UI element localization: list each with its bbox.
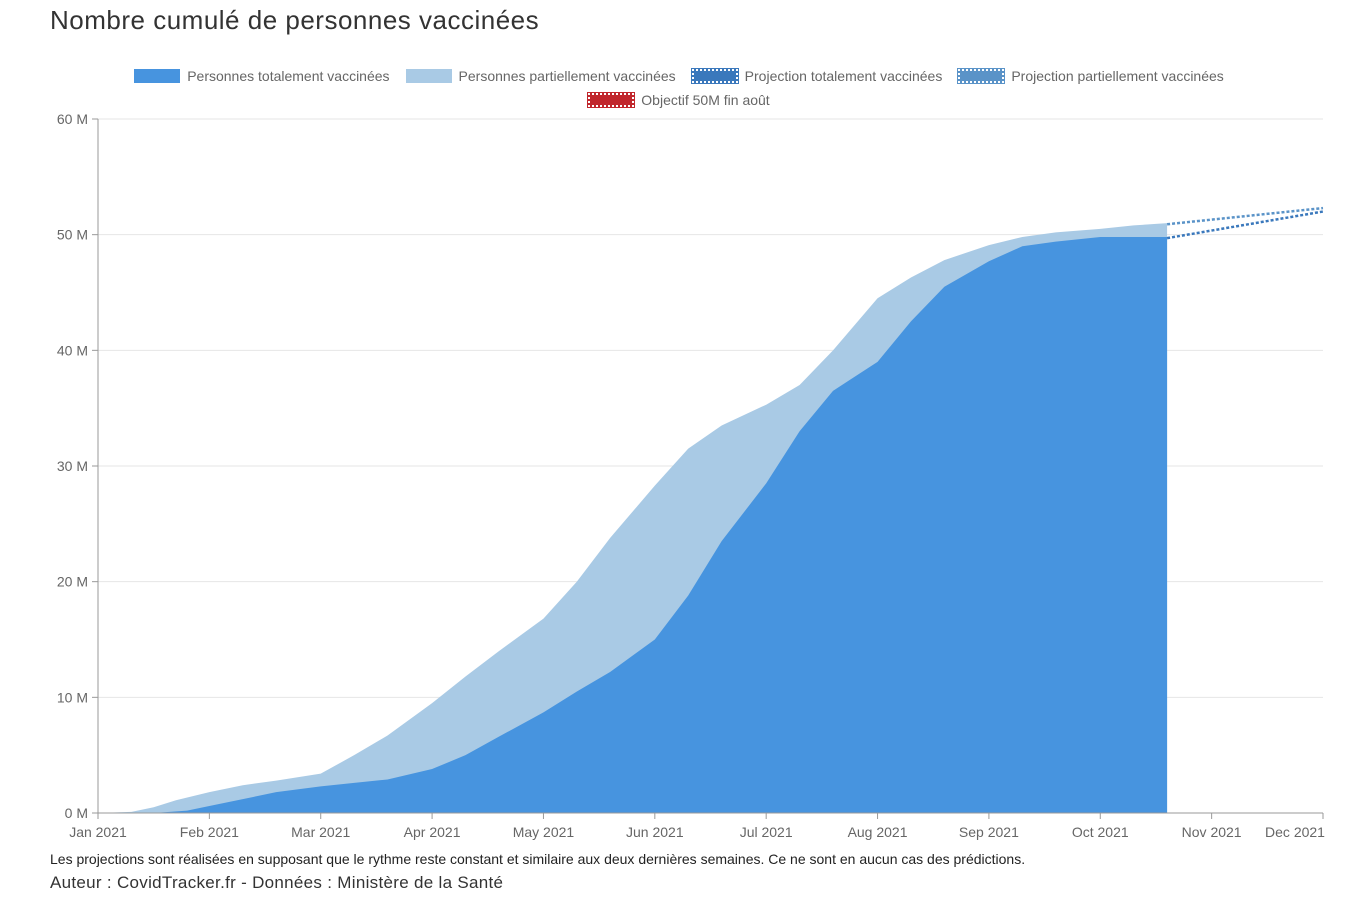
legend-swatch-fully-vaccinated	[134, 69, 181, 83]
y-tick-label: 30 M	[57, 458, 88, 474]
y-tick-label: 40 M	[57, 342, 88, 358]
y-tick-label: 20 M	[57, 574, 88, 590]
legend-swatch-projection-partially	[957, 68, 1006, 84]
projection-line-projection-partiellement-vaccin-es	[1166, 206, 1324, 226]
area-personnes-totalement-vaccin-es	[98, 236, 1168, 814]
chart-title: Nombre cumulé de personnes vaccinées	[50, 5, 540, 35]
legend-item-projection-fully[interactable]: Projection totalement vaccinées	[690, 68, 943, 84]
legend-label-partially-vaccinated: Personnes partiellement vaccinées	[458, 68, 676, 84]
x-tick-label: Jul 2021	[740, 824, 793, 840]
legend-swatch-projection-fully	[690, 68, 739, 84]
legend-item-fully-vaccinated[interactable]: Personnes totalement vaccinées	[134, 68, 390, 84]
x-tick-label: Sep 2021	[959, 824, 1019, 840]
legend-row-1: Personnes totalement vaccinées Personnes…	[0, 64, 1358, 88]
x-tick-label: Jan 2021	[69, 824, 127, 840]
x-tick-label: Mar 2021	[291, 824, 350, 840]
y-tick-label: 50 M	[57, 227, 88, 243]
legend-label-projection-fully: Projection totalement vaccinées	[744, 68, 943, 84]
x-tick-label: Aug 2021	[848, 824, 908, 840]
y-tick-label: 0 M	[65, 805, 88, 821]
y-tick-label: 60 M	[57, 111, 88, 127]
x-tick-label: Apr 2021	[404, 824, 461, 840]
chart-legend: Personnes totalement vaccinées Personnes…	[0, 64, 1358, 112]
x-tick-label: Jun 2021	[626, 824, 684, 840]
projection-line-projection-totalement-vaccin-es	[1166, 210, 1324, 240]
author-credit: Auteur : CovidTracker.fr - Données : Min…	[50, 873, 504, 892]
x-tick-label: Oct 2021	[1072, 824, 1129, 840]
x-tick-label: Nov 2021	[1182, 824, 1242, 840]
projection-footnote: Les projections sont réalisées en suppos…	[50, 851, 1026, 867]
legend-item-projection-partially[interactable]: Projection partiellement vaccinées	[957, 68, 1224, 84]
legend-label-projection-partially: Projection partiellement vaccinées	[1011, 68, 1224, 84]
legend-item-objective[interactable]: Objectif 50M fin août	[587, 92, 770, 108]
legend-swatch-partially-vaccinated	[405, 69, 452, 83]
x-tick-label: Dec 2021	[1265, 824, 1325, 840]
legend-item-partially-vaccinated[interactable]: Personnes partiellement vaccinées	[405, 68, 676, 84]
legend-swatch-objective	[587, 92, 636, 108]
legend-row-2: Objectif 50M fin août	[0, 88, 1358, 112]
x-tick-label: May 2021	[513, 824, 575, 840]
legend-label-objective: Objectif 50M fin août	[641, 92, 770, 108]
x-tick-label: Feb 2021	[180, 824, 239, 840]
legend-label-fully-vaccinated: Personnes totalement vaccinées	[187, 68, 390, 84]
y-tick-label: 10 M	[57, 689, 88, 705]
